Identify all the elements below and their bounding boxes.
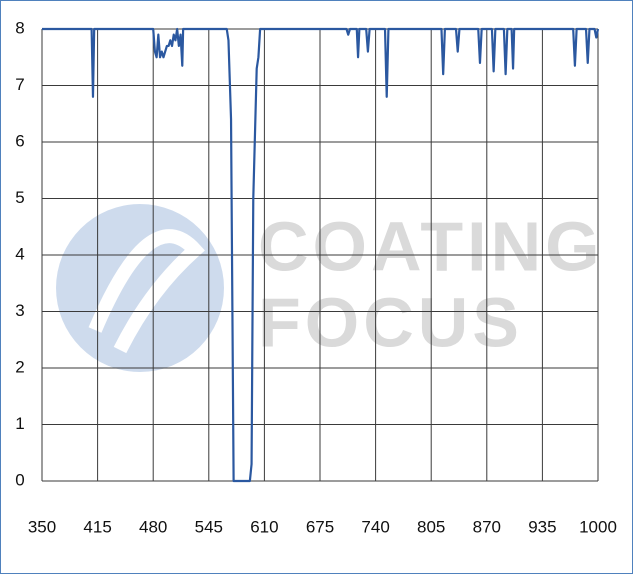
x-tick-label: 610 [250,517,278,536]
y-tick-label: 0 [15,470,24,489]
x-tick-label: 740 [361,517,389,536]
watermark-text: FOCUS [258,283,523,361]
y-tick-label: 7 [15,75,24,94]
y-tick-label: 1 [15,414,24,433]
y-tick-label: 8 [15,18,24,37]
y-tick-label: 2 [15,357,24,376]
x-tick-label: 545 [195,517,223,536]
y-tick-label: 5 [15,188,24,207]
x-tick-label: 805 [417,517,445,536]
x-tick-label: 480 [139,517,167,536]
x-tick-label: 675 [306,517,334,536]
data-line [42,27,600,483]
y-tick-label: 3 [15,301,24,320]
x-tick-label: 870 [473,517,501,536]
watermark: COATING FOCUS [56,204,600,372]
x-tick-label: 415 [83,517,111,536]
logo [56,204,224,372]
x-tick-label: 1000 [579,517,617,536]
y-tick-label: 4 [15,244,24,263]
x-tick-label: 935 [528,517,556,536]
y-tick-label: 6 [15,131,24,150]
x-tick-label: 350 [28,517,56,536]
logo-mark [88,229,205,354]
